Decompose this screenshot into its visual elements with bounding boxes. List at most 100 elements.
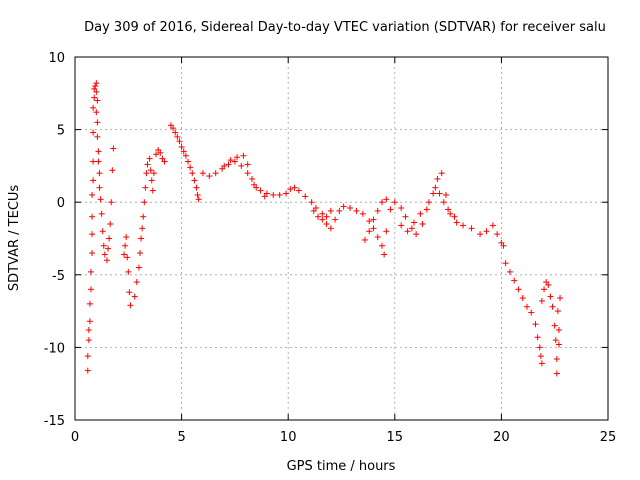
data-point [194,191,201,198]
y-tick-label: 10 [48,51,65,66]
data-point [502,260,509,267]
x-tick-label: 5 [177,430,185,445]
data-point [413,231,420,238]
data-point [86,300,93,307]
data-point [99,228,106,235]
data-point [90,158,97,165]
data-point [425,199,432,206]
data-point [460,222,467,229]
data-point [191,177,198,184]
data-point [361,236,368,243]
data-point [383,196,390,203]
data-point [340,203,347,210]
data-point [161,158,168,165]
data-point [442,191,449,198]
data-point [323,213,330,220]
data-point [244,161,251,168]
data-point [552,337,559,344]
data-point [91,94,98,101]
data-point [149,187,156,194]
data-point [184,158,191,165]
data-point [98,210,105,217]
data-point [319,210,326,217]
data-point [327,225,334,232]
data-point [538,297,545,304]
data-point [374,234,381,241]
x-tick-label: 0 [71,430,79,445]
data-point [122,242,129,249]
data-point [295,187,302,194]
data-point [387,206,394,213]
data-point [374,207,381,214]
data-point [141,199,148,206]
data-point [101,251,108,258]
data-point [319,216,326,223]
data-point [379,199,386,206]
data-point [178,144,185,151]
data-point [534,334,541,341]
data-point [523,303,530,310]
data-point [404,228,411,235]
data-point [89,213,96,220]
data-point [445,206,452,213]
data-point [105,245,112,252]
data-point [261,193,268,200]
data-point [95,148,102,155]
data-point [231,158,238,165]
data-point [199,170,206,177]
data-point [146,155,153,162]
data-point [430,190,437,197]
data-point [310,207,317,214]
data-point [547,293,554,300]
data-point [549,303,556,310]
data-point [451,213,458,220]
data-point [85,337,92,344]
data-point [381,251,388,258]
data-point [89,191,96,198]
data-point [440,199,447,206]
data-point [140,213,147,220]
data-point [107,220,114,227]
data-point [536,344,543,351]
data-point [555,326,562,333]
data-point [87,268,94,275]
data-point [528,309,535,316]
data-point [453,219,460,226]
data-point [291,184,298,191]
data-point [127,302,134,309]
data-point [157,149,164,156]
data-point [391,199,398,206]
data-point [366,228,373,235]
data-point [315,213,322,220]
data-point [244,170,251,177]
data-point [545,281,552,288]
x-tick-label: 25 [600,430,617,445]
data-point [554,308,561,315]
data-point [92,83,99,90]
x-tick-label: 15 [387,430,404,445]
data-point [302,193,309,200]
data-point [538,360,545,367]
data-point [150,170,157,177]
data-point [195,196,202,203]
x-tick-label: 20 [493,430,510,445]
data-point [234,154,241,161]
data-point [423,206,430,213]
data-point [383,228,390,235]
data-point [124,254,131,261]
data-point [138,235,145,242]
data-point [248,175,255,182]
data-point [438,170,445,177]
data-point [370,225,377,232]
data-point [489,222,496,229]
data-point [108,199,115,206]
y-tick-label: -15 [44,414,65,429]
data-point [227,157,234,164]
data-point [137,250,144,257]
data-point [553,356,560,363]
data-point [131,293,138,300]
data-point [270,191,277,198]
data-point [133,279,140,286]
data-point [419,220,426,227]
chart-title: Day 309 of 2016, Sidereal Day-to-day VTE… [84,20,606,35]
